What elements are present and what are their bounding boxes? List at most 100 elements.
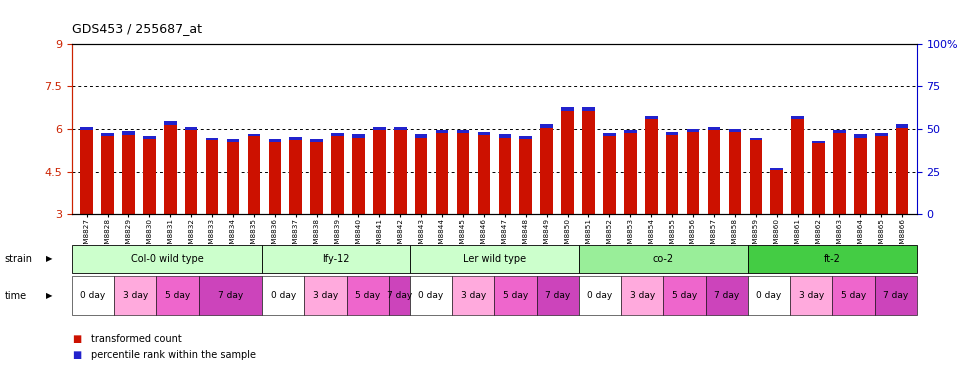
Text: 5 day: 5 day: [841, 291, 866, 300]
Bar: [81, 127, 93, 130]
Bar: [436, 133, 448, 214]
Bar: [290, 141, 302, 214]
Bar: [498, 134, 511, 138]
Text: 0 day: 0 day: [81, 291, 106, 300]
Bar: [331, 133, 344, 136]
Bar: [582, 111, 595, 214]
Bar: [519, 136, 532, 139]
Bar: [227, 139, 239, 142]
Text: ▶: ▶: [46, 291, 53, 300]
Bar: [771, 168, 783, 170]
Bar: [562, 108, 574, 111]
Bar: [164, 122, 177, 125]
Bar: [540, 124, 553, 128]
Text: 3 day: 3 day: [630, 291, 655, 300]
Text: ■: ■: [72, 333, 82, 344]
Bar: [875, 133, 888, 136]
Bar: [833, 130, 846, 133]
Text: transformed count: transformed count: [91, 333, 182, 344]
Bar: [478, 135, 491, 214]
Bar: [394, 130, 407, 214]
Bar: [415, 138, 427, 214]
Bar: [436, 130, 448, 133]
Bar: [750, 141, 762, 214]
Text: 5 day: 5 day: [503, 291, 528, 300]
Bar: [352, 138, 365, 214]
Bar: [686, 132, 699, 214]
Bar: [729, 129, 741, 132]
Bar: [708, 127, 720, 130]
Text: 3 day: 3 day: [799, 291, 824, 300]
Bar: [81, 130, 93, 214]
Text: Ler wild type: Ler wild type: [463, 254, 526, 264]
Bar: [854, 134, 867, 138]
Text: 0 day: 0 day: [419, 291, 444, 300]
Text: 7 day: 7 day: [387, 291, 412, 300]
Bar: [562, 111, 574, 214]
Text: 7 day: 7 day: [883, 291, 908, 300]
Bar: [624, 130, 636, 133]
Bar: [666, 135, 679, 214]
Text: 5 day: 5 day: [165, 291, 190, 300]
Bar: [582, 108, 595, 111]
Bar: [101, 133, 114, 136]
Bar: [101, 136, 114, 214]
Text: ft-2: ft-2: [824, 254, 841, 264]
Bar: [457, 130, 469, 133]
Bar: [310, 142, 323, 214]
Text: 5 day: 5 day: [355, 291, 380, 300]
Bar: [540, 128, 553, 214]
Text: 3 day: 3 day: [461, 291, 486, 300]
Bar: [833, 133, 846, 214]
Bar: [896, 128, 908, 214]
Bar: [248, 134, 260, 136]
Text: 5 day: 5 day: [672, 291, 697, 300]
Bar: [686, 129, 699, 132]
Bar: [771, 170, 783, 214]
Bar: [896, 124, 908, 128]
Bar: [729, 132, 741, 214]
Bar: [205, 141, 218, 214]
Bar: [603, 133, 615, 136]
Bar: [310, 139, 323, 142]
Text: 0 day: 0 day: [588, 291, 612, 300]
Bar: [227, 142, 239, 214]
Text: 3 day: 3 day: [123, 291, 148, 300]
Bar: [812, 141, 825, 143]
Bar: [143, 136, 156, 139]
Bar: [248, 136, 260, 214]
Bar: [498, 138, 511, 214]
Bar: [269, 142, 281, 214]
Bar: [791, 116, 804, 119]
Text: percentile rank within the sample: percentile rank within the sample: [91, 350, 256, 360]
Bar: [875, 136, 888, 214]
Bar: [415, 134, 427, 138]
Bar: [122, 131, 134, 135]
Bar: [478, 131, 491, 135]
Text: strain: strain: [5, 254, 33, 264]
Text: 7 day: 7 day: [218, 291, 243, 300]
Text: 0 day: 0 day: [271, 291, 296, 300]
Bar: [394, 127, 407, 130]
Text: 7 day: 7 day: [714, 291, 739, 300]
Bar: [812, 143, 825, 214]
Text: time: time: [5, 291, 27, 300]
Bar: [645, 116, 658, 119]
Bar: [143, 139, 156, 214]
Bar: [624, 133, 636, 214]
Text: GDS453 / 255687_at: GDS453 / 255687_at: [72, 22, 202, 35]
Bar: [290, 137, 302, 141]
Text: 7 day: 7 day: [545, 291, 570, 300]
Bar: [185, 130, 198, 214]
Text: co-2: co-2: [653, 254, 674, 264]
Bar: [373, 130, 386, 214]
Text: lfy-12: lfy-12: [323, 254, 349, 264]
Bar: [122, 135, 134, 214]
Bar: [854, 138, 867, 214]
Bar: [373, 127, 386, 130]
Bar: [164, 125, 177, 214]
Bar: [352, 134, 365, 138]
Bar: [269, 139, 281, 142]
Bar: [603, 136, 615, 214]
Bar: [645, 119, 658, 214]
